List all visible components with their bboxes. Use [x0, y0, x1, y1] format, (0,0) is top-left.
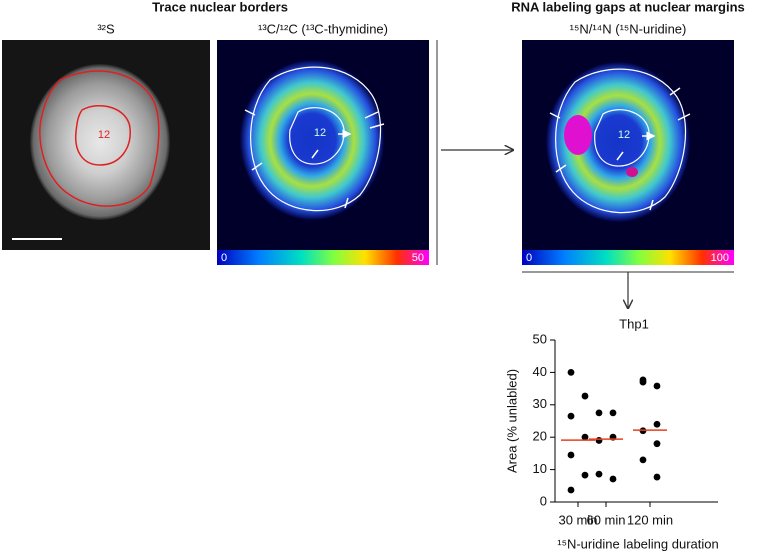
section-title: Trace nuclear borders	[152, 0, 288, 14]
x-tick-label: 60 min	[586, 512, 625, 527]
nucleus-label: 12	[98, 129, 110, 141]
y-axis-label: Area (% unlabled)	[504, 369, 519, 473]
nucleus-label: 12	[314, 127, 326, 139]
x-axis-label: ¹⁵N-uridine labeling duration	[557, 536, 718, 551]
panel-label: ¹⁵N/¹⁴N (¹⁵N-uridine)	[570, 21, 687, 36]
data-point	[653, 440, 661, 448]
scale-label: 0	[221, 252, 227, 264]
image-panel: 12	[2, 40, 210, 250]
nucleus-label: 12	[618, 129, 630, 141]
x-tick-label: 30 min	[558, 512, 597, 527]
data-point	[581, 471, 589, 479]
y-tick-label: 50	[533, 331, 547, 346]
image-panel: 12 0 50	[217, 40, 429, 265]
data-point	[567, 412, 575, 420]
data-point	[567, 369, 575, 376]
scale-label: 0	[526, 252, 532, 264]
y-tick-label: 40	[533, 364, 547, 379]
chart-title: Thp1	[619, 316, 649, 331]
scale-label: 50	[412, 252, 424, 264]
data-point	[581, 392, 589, 400]
data-point	[567, 451, 575, 459]
data-point	[609, 475, 617, 483]
scale-label: 100	[711, 252, 729, 264]
y-tick-label: 20	[533, 429, 547, 444]
data-point	[595, 470, 603, 478]
data-point	[653, 473, 661, 481]
data-point	[639, 376, 647, 384]
section-title: RNA labeling gaps at nuclear margins	[511, 0, 745, 14]
y-tick-label: 10	[533, 461, 547, 476]
panel-label: ¹³C/¹²C (¹³C-thymidine)	[258, 21, 388, 36]
data-point	[609, 409, 617, 417]
data-point	[653, 382, 661, 390]
data-point	[595, 409, 603, 417]
data-point	[581, 433, 589, 441]
data-point	[639, 456, 647, 464]
image-panel: 12 0 100	[522, 40, 734, 265]
data-point	[653, 420, 661, 428]
panel-label: ³²S	[97, 21, 115, 36]
x-tick-label: 120 min	[627, 512, 673, 527]
y-tick-label: 0	[540, 493, 547, 508]
y-tick-label: 30	[533, 396, 547, 411]
data-point	[595, 437, 603, 444]
data-point	[567, 486, 575, 494]
